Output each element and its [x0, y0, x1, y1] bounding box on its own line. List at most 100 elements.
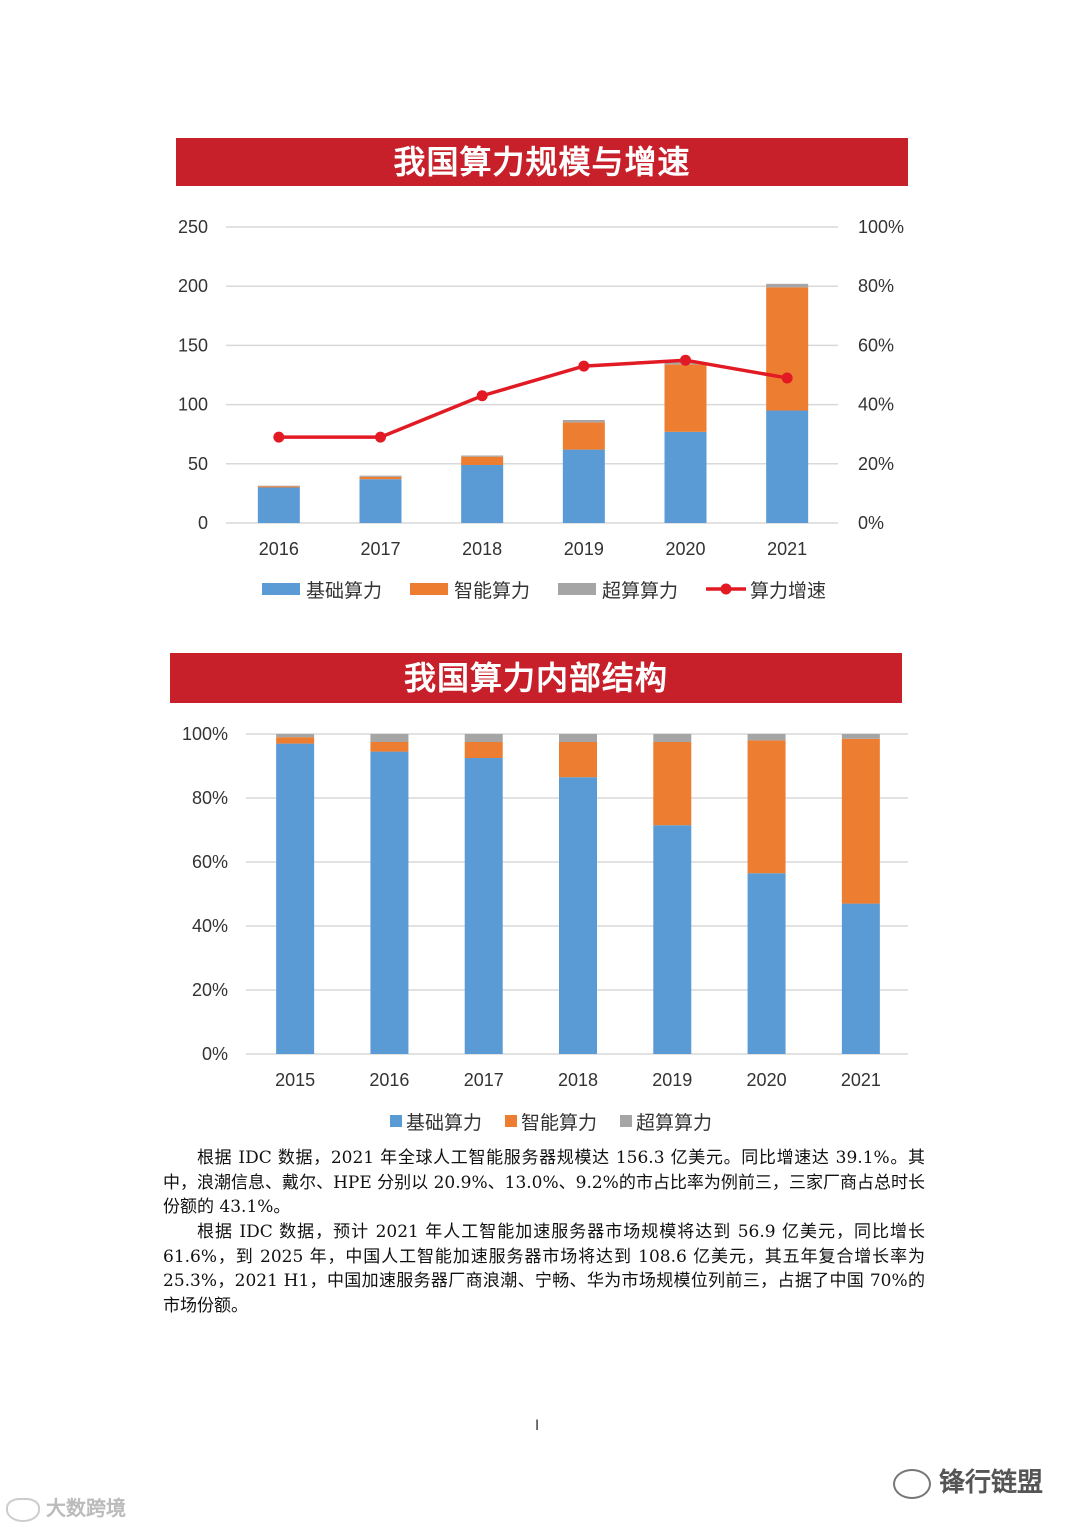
bar-2016-基础算力 [257, 487, 300, 523]
bar-2019-超算算力 [653, 734, 692, 742]
page-number: I [535, 1418, 540, 1434]
legend-swatch [558, 583, 596, 595]
y2-tick-label: 40% [858, 395, 894, 415]
paragraph-2: 根据 IDC 数据，预计 2021 年人工智能加速服务器市场规模将达到 56.9… [163, 1222, 925, 1316]
x-tick-label: 2018 [558, 1070, 598, 1090]
bar-2020-智能算力 [747, 740, 786, 874]
bar-2017-基础算力 [464, 758, 503, 1054]
legend-swatch [410, 583, 448, 595]
x-tick-label: 2020 [747, 1070, 787, 1090]
bar-2021-基础算力 [841, 903, 880, 1054]
bar-2021-智能算力 [841, 738, 880, 904]
growth-point-2021 [781, 372, 793, 384]
bar-2018-智能算力 [461, 456, 504, 465]
bar-2020-基础算力 [664, 431, 707, 523]
bar-2018-智能算力 [559, 742, 597, 778]
growth-point-2018 [476, 390, 488, 402]
y-tick-label: 60% [192, 852, 228, 872]
bar-2016-基础算力 [370, 751, 409, 1054]
y-tick-label: 80% [192, 788, 228, 808]
y-tick-label: 150 [178, 335, 208, 355]
bar-2019-基础算力 [653, 825, 692, 1054]
y-tick-label: 50 [188, 454, 208, 474]
bar-2019-智能算力 [562, 422, 605, 450]
bar-2019-智能算力 [653, 742, 692, 826]
bar-2017-超算算力 [359, 475, 402, 477]
bar-2019-基础算力 [562, 449, 605, 523]
bar-2015-超算算力 [276, 734, 315, 738]
brand-logo: 锋行链盟 [893, 1462, 1043, 1499]
y2-tick-label: 60% [858, 335, 894, 355]
x-tick-label: 2021 [841, 1070, 881, 1090]
legend-label: 智能算力 [521, 1112, 597, 1134]
legend-label: 超算算力 [602, 580, 678, 602]
bar-2016-智能算力 [257, 486, 300, 488]
legend-swatch [620, 1115, 632, 1127]
legend-swatch [262, 583, 300, 595]
legend-label: 超算算力 [636, 1112, 712, 1134]
legend-label: 基础算力 [406, 1112, 482, 1134]
watermark: 大数跨境 [6, 1492, 126, 1522]
bar-2018-基础算力 [559, 777, 597, 1054]
legend-label: 智能算力 [454, 580, 530, 602]
y2-tick-label: 80% [858, 276, 894, 296]
legend-marker [720, 583, 732, 595]
y-tick-label: 250 [178, 217, 208, 237]
watermark-text: 大数跨境 [46, 1496, 126, 1520]
x-tick-label: 2019 [564, 539, 604, 559]
legend-label: 基础算力 [306, 580, 382, 602]
x-tick-label: 2016 [369, 1070, 409, 1090]
bar-2016-智能算力 [370, 742, 409, 752]
y-tick-label: 0 [198, 513, 208, 533]
bar-2015-基础算力 [276, 743, 315, 1054]
y-tick-label: 40% [192, 916, 228, 936]
bar-2020-超算算力 [747, 734, 786, 741]
growth-point-2017 [375, 431, 386, 443]
bar-2019-超算算力 [562, 419, 605, 423]
y-tick-label: 0% [202, 1044, 228, 1064]
y2-tick-label: 100% [858, 217, 904, 237]
bar-2017-智能算力 [464, 742, 503, 758]
growth-point-2016 [273, 431, 285, 443]
paragraph-1: 根据 IDC 数据，2021 年全球人工智能服务器规模达 156.3 亿美元。同… [163, 1148, 925, 1217]
bar-2016-超算算力 [370, 734, 409, 742]
legend-swatch [390, 1115, 402, 1127]
x-tick-label: 2017 [464, 1070, 504, 1090]
bar-2017-基础算力 [359, 479, 402, 523]
bar-2021-超算算力 [841, 734, 880, 739]
brand-name: 锋行链盟 [939, 1468, 1044, 1498]
x-tick-label: 2016 [259, 539, 299, 559]
x-tick-label: 2020 [665, 539, 705, 559]
x-tick-label: 2019 [652, 1070, 692, 1090]
bar-2017-超算算力 [464, 734, 503, 742]
bar-2018-超算算力 [461, 455, 504, 457]
bar-2021-智能算力 [766, 287, 809, 411]
chart2-title: 我国算力内部结构 [170, 653, 902, 703]
growth-point-2020 [680, 354, 691, 366]
watermark-icon [6, 1497, 40, 1522]
bar-2015-智能算力 [276, 737, 315, 744]
chart1-title: 我国算力规模与增速 [176, 138, 908, 186]
bar-2017-智能算力 [359, 476, 402, 480]
wechat-icon [893, 1468, 931, 1499]
y2-tick-label: 0% [858, 513, 884, 533]
bar-2020-智能算力 [664, 364, 707, 432]
x-tick-label: 2018 [462, 539, 502, 559]
growth-line [278, 358, 788, 439]
bar-2020-基础算力 [747, 873, 786, 1054]
y2-tick-label: 20% [858, 454, 894, 474]
x-tick-label: 2017 [360, 539, 400, 559]
bar-2016-超算算力 [257, 485, 300, 487]
x-tick-label: 2015 [275, 1070, 315, 1090]
y-tick-label: 200 [178, 276, 208, 296]
bar-2021-基础算力 [766, 410, 809, 523]
legend-label: 算力增速 [750, 580, 826, 602]
y-tick-label: 20% [192, 980, 228, 1000]
x-tick-label: 2021 [767, 539, 807, 559]
bar-2018-基础算力 [461, 464, 504, 523]
y-tick-label: 100% [182, 724, 228, 744]
bar-2021-超算算力 [766, 283, 809, 288]
legend-swatch [505, 1115, 517, 1127]
growth-point-2019 [578, 360, 590, 372]
